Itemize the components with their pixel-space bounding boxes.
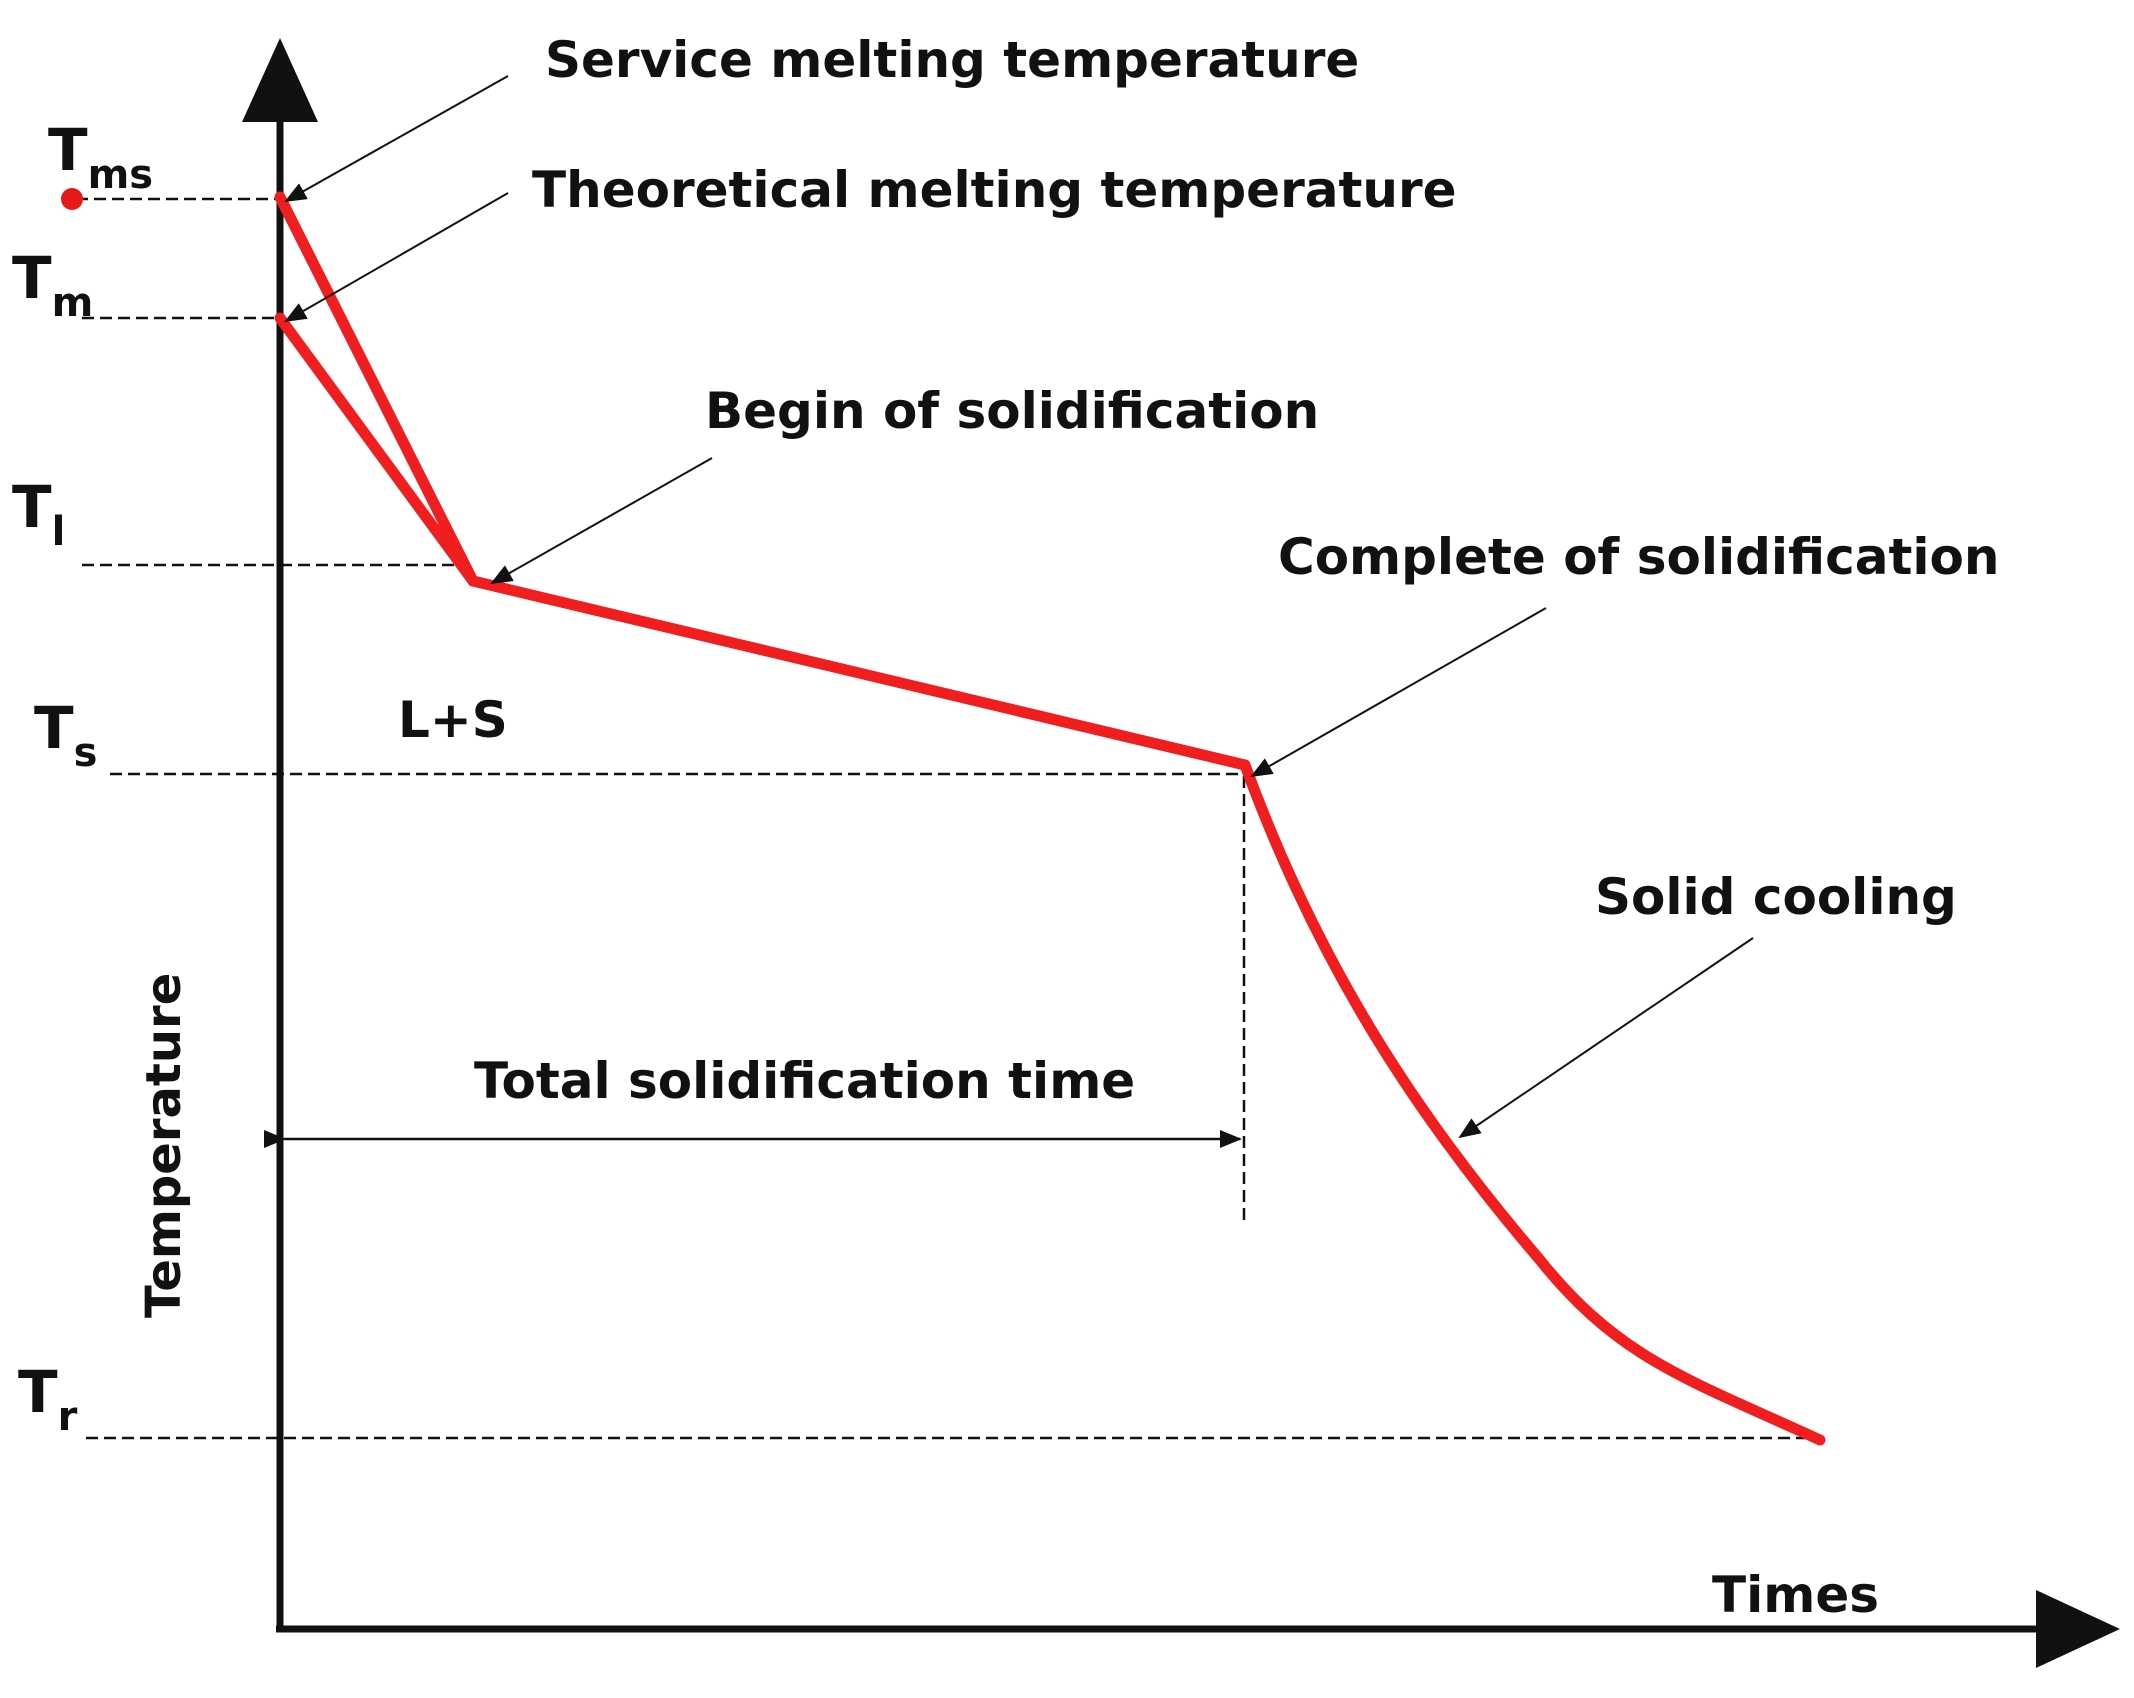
ts-label: Ts: [34, 694, 97, 776]
x-axis-title: Times: [1712, 1566, 1879, 1624]
theoretical-cooling-curve: [274, 312, 479, 587]
tms-marker-dot: [61, 188, 83, 210]
x-axis-arrowhead: [2036, 1590, 2120, 1668]
total-time-label: Total solidification time: [474, 1052, 1135, 1110]
complete-solidification-leader: [1250, 607, 1547, 777]
theoretical-melting-label: Theoretical melting temperature: [532, 161, 1457, 219]
solid-cooling-curve: [1239, 759, 1826, 1446]
complete-solidification-label: Complete of solidification: [1278, 528, 1999, 586]
tm-label: Tm: [12, 244, 93, 326]
service-melting-leader: [284, 75, 509, 202]
theoretical-melting-leader: [284, 192, 509, 322]
y-axis-arrowhead: [242, 38, 318, 122]
service-cooling-curve: [274, 191, 1251, 771]
tl-label: Tl: [12, 473, 65, 555]
two-phase-label: L+S: [398, 691, 508, 749]
tms-label: Tms: [48, 116, 153, 198]
tr-label: Tr: [18, 1358, 78, 1440]
service-melting-label: Service melting temperature: [545, 31, 1359, 89]
begin-solidification-leader: [490, 457, 713, 584]
solid-cooling-leader: [1458, 937, 1754, 1139]
y-axis-title: Temperature: [136, 973, 192, 1318]
begin-solidification-label: Begin of solidification: [705, 382, 1319, 440]
solid-cooling-label: Solid cooling: [1595, 868, 1957, 926]
